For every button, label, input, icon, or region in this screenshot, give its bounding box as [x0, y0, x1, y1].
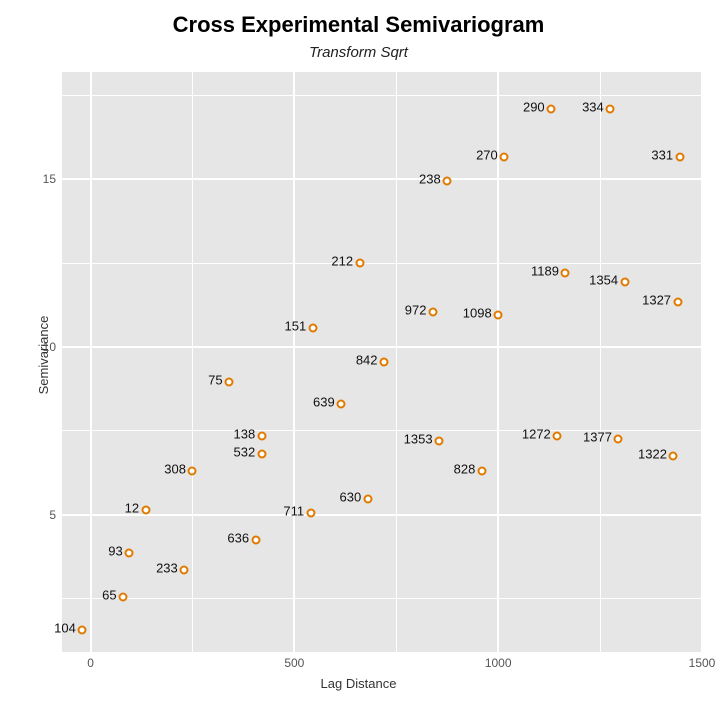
data-point	[620, 277, 629, 286]
gridline	[62, 263, 702, 264]
data-point-label: 1272	[522, 426, 552, 441]
semivariogram-chart: Cross Experimental Semivariogram Transfo…	[0, 0, 717, 709]
data-point	[257, 450, 266, 459]
data-point	[561, 269, 570, 278]
gridline	[62, 598, 702, 599]
y-axis-label: Semivariance	[36, 315, 51, 394]
data-point-label: 1327	[642, 292, 672, 307]
data-point-label: 290	[523, 99, 546, 114]
data-point	[443, 176, 452, 185]
data-point	[363, 495, 372, 504]
data-point-label: 1377	[583, 430, 613, 445]
data-point	[675, 153, 684, 162]
data-point	[306, 508, 315, 517]
data-point-label: 104	[54, 621, 77, 636]
gridline	[62, 514, 702, 516]
data-point	[308, 324, 317, 333]
data-point-label: 238	[419, 171, 442, 186]
data-point-label: 270	[476, 148, 499, 163]
x-tick-label: 0	[87, 656, 94, 670]
gridline	[62, 95, 702, 96]
data-point-label: 842	[356, 353, 379, 368]
data-point	[380, 358, 389, 367]
data-point-label: 639	[313, 394, 336, 409]
data-point	[477, 466, 486, 475]
data-point-label: 972	[405, 302, 428, 317]
data-point	[435, 436, 444, 445]
data-point	[251, 535, 260, 544]
data-point	[78, 626, 87, 635]
data-point	[428, 307, 437, 316]
data-point	[188, 466, 197, 475]
y-tick-label: 10	[43, 340, 56, 354]
data-point	[500, 153, 509, 162]
y-tick-label: 15	[43, 172, 56, 186]
data-point-label: 828	[454, 461, 477, 476]
data-point	[553, 431, 562, 440]
gridline	[62, 346, 702, 348]
data-point	[225, 378, 234, 387]
x-axis-label: Lag Distance	[0, 676, 717, 691]
chart-subtitle: Transform Sqrt	[0, 44, 717, 61]
data-point	[606, 104, 615, 113]
data-point-label: 151	[284, 319, 307, 334]
data-point	[180, 565, 189, 574]
gridline	[701, 72, 703, 652]
y-tick-label: 5	[49, 508, 56, 522]
data-point-label: 75	[208, 373, 223, 388]
data-point-label: 65	[102, 587, 117, 602]
data-point-label: 1353	[404, 431, 434, 446]
gridline	[90, 72, 92, 652]
gridline	[293, 72, 295, 652]
data-point-label: 308	[164, 461, 187, 476]
data-point	[337, 399, 346, 408]
gridline	[62, 178, 702, 180]
data-point-label: 334	[582, 99, 605, 114]
data-point-label: 12	[125, 500, 140, 515]
chart-title: Cross Experimental Semivariogram	[0, 12, 717, 38]
gridline	[396, 72, 397, 652]
data-point-label: 532	[234, 445, 257, 460]
x-tick-label: 1000	[485, 656, 512, 670]
data-point-label: 630	[340, 490, 363, 505]
data-point-label: 1189	[531, 264, 560, 279]
data-point	[125, 549, 134, 558]
data-point	[673, 297, 682, 306]
data-point-label: 233	[156, 560, 179, 575]
gridline	[600, 72, 601, 652]
data-point	[355, 259, 364, 268]
data-point-label: 331	[651, 148, 674, 163]
data-point	[547, 104, 556, 113]
x-tick-label: 1500	[689, 656, 716, 670]
gridline	[192, 72, 193, 652]
plot-area: 1046593122333087563653213871115163921263…	[62, 72, 702, 652]
data-point	[119, 592, 128, 601]
data-point-label: 636	[227, 530, 250, 545]
data-point	[494, 311, 503, 320]
data-point-label: 212	[331, 254, 354, 269]
data-point-label: 1098	[463, 306, 493, 321]
data-point	[257, 431, 266, 440]
data-point-label: 1354	[589, 272, 619, 287]
data-point-label: 138	[234, 426, 257, 441]
data-point-label: 93	[108, 544, 123, 559]
x-tick-label: 500	[284, 656, 304, 670]
data-point-label: 711	[283, 503, 305, 518]
data-point	[669, 451, 678, 460]
data-point	[141, 505, 150, 514]
data-point	[614, 435, 623, 444]
data-point-label: 1322	[638, 446, 668, 461]
